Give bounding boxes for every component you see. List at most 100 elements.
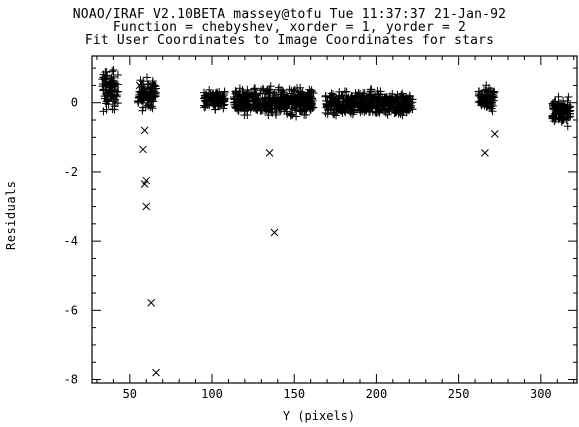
plus-marker	[287, 89, 296, 98]
cross-marker	[270, 228, 279, 237]
plus-marker	[330, 95, 339, 104]
title-line-1: NOAO/IRAF V2.10BETA massey@tofu Tue 11:3…	[72, 7, 507, 22]
x-tick-label: 250	[448, 387, 470, 401]
plus-marker	[566, 102, 575, 111]
plus-marker	[374, 96, 383, 105]
plus-marker	[326, 99, 335, 108]
plus-marker	[372, 103, 381, 112]
plus-marker	[150, 87, 159, 96]
plus-marker	[484, 91, 493, 100]
plus-marker	[553, 101, 562, 110]
y-tick-label: -8	[64, 373, 78, 387]
plus-marker	[379, 95, 388, 104]
plus-marker	[482, 81, 491, 90]
plus-marker	[557, 109, 566, 118]
x-axis-label: Y (pixels)	[283, 409, 355, 423]
plus-marker	[305, 85, 314, 94]
plus-marker	[299, 93, 308, 102]
plus-marker	[212, 97, 221, 106]
plus-marker	[562, 113, 571, 122]
plus-marker	[280, 96, 289, 105]
plus-marker	[98, 80, 107, 89]
plus-marker	[146, 91, 155, 100]
x-tick-label: 300	[530, 387, 552, 401]
title-line-3: Fit User Coordinates to Image Coordinate…	[84, 33, 495, 48]
plus-marker	[236, 97, 245, 106]
y-tick-labels: 0 -2 -4 -6 -8	[64, 96, 78, 387]
plus-marker	[137, 87, 146, 96]
x-tick-labels: 50 100 150 200 250 300	[123, 387, 552, 401]
plus-marker	[360, 89, 369, 98]
plus-marker	[294, 95, 303, 104]
plus-marker	[564, 92, 573, 101]
plus-marker	[211, 105, 220, 114]
plus-marker	[369, 95, 378, 104]
plus-marker	[231, 103, 240, 112]
plus-marker	[489, 92, 498, 101]
plot-border	[91, 55, 578, 384]
plus-marker	[360, 100, 369, 109]
plus-marker	[262, 105, 271, 114]
plus-marker	[110, 86, 119, 95]
plus-marker	[401, 95, 410, 104]
plus-marker	[148, 104, 157, 113]
plus-marker	[242, 90, 251, 99]
plus-marker	[548, 111, 557, 120]
plus-marker	[266, 88, 275, 97]
x-tick-label: 100	[201, 387, 223, 401]
plus-marker	[388, 100, 397, 109]
plus-marker	[231, 87, 240, 96]
plus-marker	[346, 98, 355, 107]
plus-marker	[206, 90, 215, 99]
plus-marker	[554, 115, 563, 124]
plus-marker	[203, 94, 212, 103]
cross-marker	[152, 368, 160, 377]
plus-marker	[338, 101, 347, 110]
plus-marker	[292, 103, 301, 112]
cross-marker	[147, 298, 156, 307]
plus-marker	[366, 87, 375, 96]
plus-marker	[298, 88, 307, 97]
plus-marker	[344, 93, 353, 102]
plus-marker	[107, 74, 116, 83]
y-tick-label: -6	[64, 303, 78, 317]
plot-frame	[91, 55, 578, 384]
plus-marker	[339, 100, 348, 109]
plus-marker	[483, 99, 492, 108]
plus-marker	[143, 80, 152, 89]
plus-marker	[550, 117, 559, 126]
plus-marker	[564, 113, 573, 122]
plus-marker	[210, 101, 219, 110]
plus-marker	[340, 104, 349, 113]
plus-marker	[138, 106, 147, 115]
data-points	[98, 65, 575, 377]
y-axis-label: Residuals	[4, 180, 18, 250]
x-tick-label: 50	[123, 387, 137, 401]
plus-marker	[103, 71, 112, 80]
plus-marker	[109, 65, 118, 74]
plus-marker	[355, 105, 364, 114]
plus-marker	[356, 89, 365, 98]
plus-marker	[108, 105, 117, 114]
plus-marker	[274, 85, 283, 94]
plus-marker	[231, 102, 240, 111]
plus-marker	[210, 98, 219, 107]
plus-marker	[477, 93, 486, 102]
plus-marker	[395, 106, 404, 115]
plus-marker	[392, 94, 401, 103]
plus-marker	[285, 85, 294, 94]
plus-marker	[99, 70, 108, 79]
plus-marker	[286, 109, 295, 118]
plus-marker	[108, 67, 117, 76]
plus-marker	[143, 73, 152, 82]
plus-marker	[113, 80, 122, 89]
plus-marker	[147, 102, 156, 111]
plus-marker	[293, 84, 302, 93]
plus-marker	[384, 105, 393, 114]
plus-marker	[563, 122, 572, 131]
plus-marker	[268, 98, 277, 107]
plus-marker	[258, 99, 267, 108]
plus-marker	[349, 107, 358, 116]
plus-marker	[350, 94, 359, 103]
plus-marker	[104, 95, 113, 104]
